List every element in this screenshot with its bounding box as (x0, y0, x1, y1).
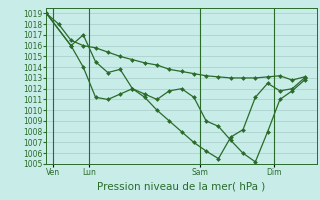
X-axis label: Pression niveau de la mer( hPa ): Pression niveau de la mer( hPa ) (98, 181, 266, 191)
